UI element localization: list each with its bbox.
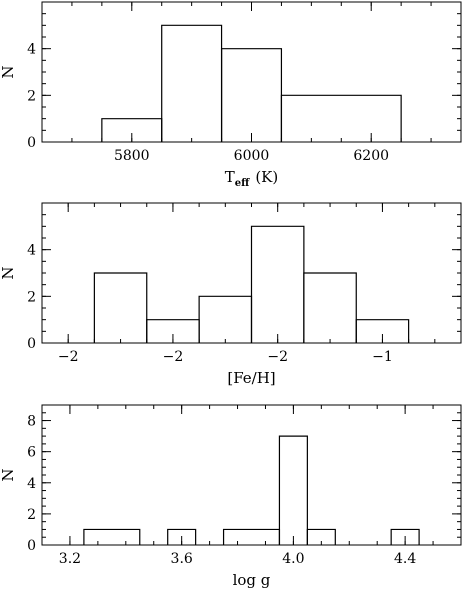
y-axis-label: N xyxy=(0,468,17,481)
histogram-bars xyxy=(93,225,410,343)
y-tick-label: 4 xyxy=(27,42,36,58)
tick-marks xyxy=(41,1,462,143)
x-axis-label: Teff (K) xyxy=(225,168,279,189)
histogram-bar xyxy=(93,272,148,343)
histogram-bar xyxy=(390,528,420,545)
y-tick-label: 6 xyxy=(27,445,36,461)
x-tick-label: 5800 xyxy=(114,148,150,164)
x-tick-label: −2 xyxy=(163,349,184,365)
x-axis-label: log g xyxy=(233,571,271,589)
x-axis-label-main: log g xyxy=(233,571,271,589)
x-tick-label: 6200 xyxy=(353,148,389,164)
y-tick-label: 2 xyxy=(27,507,36,523)
y-tick-label: 2 xyxy=(27,88,36,104)
histogram-bar xyxy=(198,295,253,343)
histogram-bar xyxy=(83,528,141,545)
x-tick-label: 6000 xyxy=(234,148,270,164)
histogram-bar xyxy=(222,528,281,545)
x-tick-label: 4.0 xyxy=(282,551,304,567)
histogram-bar xyxy=(306,528,336,545)
x-axis-label: [Fe/H] xyxy=(227,369,275,387)
plot-frame xyxy=(41,1,462,143)
y-tick-label: 8 xyxy=(27,414,36,430)
x-axis-label-main: [Fe/H] xyxy=(227,369,275,387)
x-tick-label: 4.4 xyxy=(394,551,416,567)
y-tick-label: 2 xyxy=(27,289,36,305)
y-axis-label: N xyxy=(0,266,17,279)
y-tick-label: 0 xyxy=(27,135,36,151)
histogram-bar xyxy=(220,48,283,142)
histogram-bar xyxy=(250,225,305,343)
x-tick-label: −2 xyxy=(58,349,79,365)
tick-marks xyxy=(41,404,462,546)
histogram-bar xyxy=(278,435,308,545)
x-tick-label: −1 xyxy=(372,349,393,365)
panel-teff: 5800 6000 6200 0 2 4N Teff (K) xyxy=(0,1,462,189)
y-tick-label: 0 xyxy=(27,336,36,352)
y-tick-label: 0 xyxy=(27,538,36,554)
y-tick-label: 4 xyxy=(27,243,36,259)
histogram-bars xyxy=(83,435,420,545)
histogram-bars xyxy=(101,24,402,142)
histogram-bar xyxy=(355,319,410,343)
panel-feh: −2 −2 −2 −1 0 2 4N [Fe/H] xyxy=(0,202,462,387)
histogram-bar xyxy=(280,94,402,142)
x-axis-label-subscript: eff xyxy=(235,178,250,189)
histogram-bar xyxy=(303,272,357,343)
x-tick-label: −2 xyxy=(267,349,288,365)
x-axis-label-unit: (K) xyxy=(255,168,278,186)
histogram-bar xyxy=(167,528,197,545)
x-tick-label: 3.6 xyxy=(171,551,193,567)
plot-frame xyxy=(41,404,462,546)
y-axis-label: N xyxy=(0,65,17,78)
y-tick-label: 4 xyxy=(27,476,36,492)
histogram-bar xyxy=(161,24,223,142)
x-tick-label: 3.2 xyxy=(59,551,81,567)
x-axis-label-main: T xyxy=(225,168,235,186)
